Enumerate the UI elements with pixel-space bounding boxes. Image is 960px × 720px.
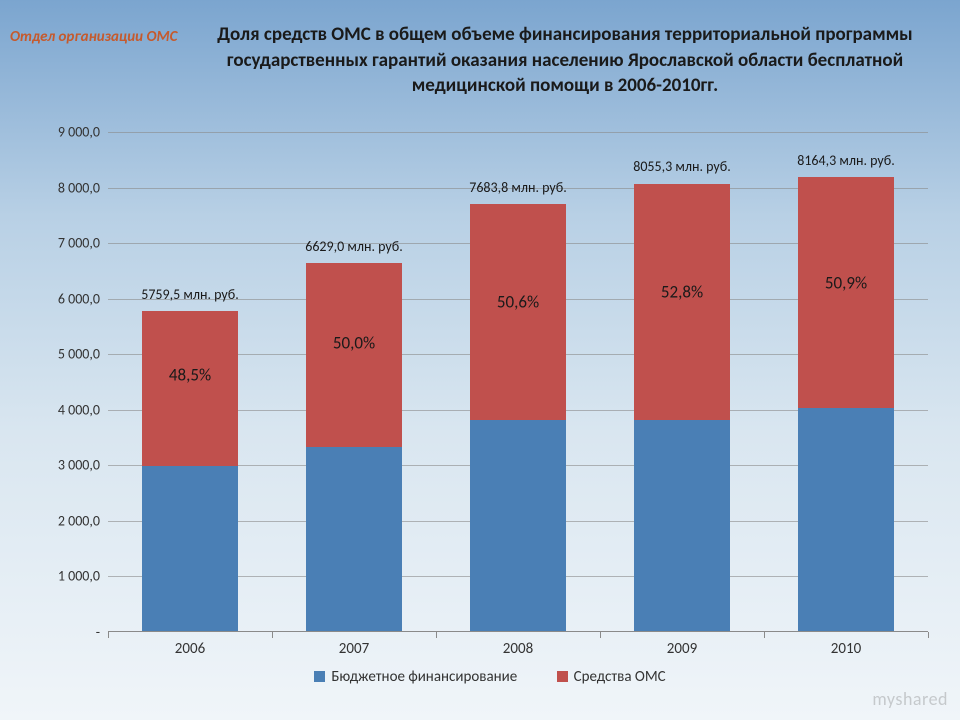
legend-swatch-budget (314, 671, 325, 682)
bar-percent-label: 52,8% (634, 282, 731, 303)
plot-area: 48,5%5759,5 млн. руб.50,0%6629,0 млн. ру… (108, 132, 928, 632)
y-axis-label: 6 000,0 (40, 290, 100, 307)
bar-group: 50,9%8164,3 млн. руб. (798, 177, 895, 631)
chart-title: Доля средств ОМС в общем объеме финансир… (185, 22, 945, 99)
legend-label-budget: Бюджетное финансирование (331, 668, 517, 686)
bar-percent-label: 50,0% (306, 333, 403, 354)
x-tick (436, 632, 437, 638)
x-axis-label: 2007 (306, 640, 402, 658)
chart-container: 48,5%5759,5 млн. руб.50,0%6629,0 млн. ру… (40, 132, 940, 692)
legend-label-oms: Средства ОМС (574, 668, 666, 686)
x-tick (928, 632, 929, 638)
bar-segment-budget (142, 466, 239, 631)
bar-segment-oms (306, 263, 403, 447)
y-axis-label: 3 000,0 (40, 457, 100, 474)
y-axis-label: 2 000,0 (40, 512, 100, 529)
y-axis-label: 8 000,0 (40, 179, 100, 196)
bar-segment-oms (142, 311, 239, 466)
y-axis-label: 5 000,0 (40, 346, 100, 363)
bar-percent-label: 50,6% (470, 291, 567, 312)
x-axis-label: 2006 (142, 640, 238, 658)
bar-group: 48,5%5759,5 млн. руб. (142, 311, 239, 631)
legend-swatch-oms (557, 671, 568, 682)
watermark: myshared (872, 688, 948, 710)
bar-total-label: 6629,0 млн. руб. (274, 238, 434, 255)
x-tick (600, 632, 601, 638)
y-axis-label: 1 000,0 (40, 568, 100, 585)
x-tick (108, 632, 109, 638)
y-axis-label: - (40, 624, 100, 641)
legend-item-budget: Бюджетное финансирование (314, 668, 517, 686)
x-axis-label: 2008 (470, 640, 566, 658)
bar-percent-label: 50,9% (798, 273, 895, 294)
department-label: Отдел организации ОМС (10, 28, 180, 46)
bar-segment-budget (798, 408, 895, 631)
bar-segment-budget (634, 420, 731, 631)
y-axis-label: 7 000,0 (40, 235, 100, 252)
bar-group: 52,8%8055,3 млн. руб. (634, 183, 731, 631)
grid-line (108, 132, 928, 133)
x-axis-label: 2009 (634, 640, 730, 658)
legend-item-oms: Средства ОМС (557, 668, 666, 686)
bar-total-label: 8055,3 млн. руб. (602, 158, 762, 175)
x-axis-label: 2010 (798, 640, 894, 658)
y-axis-label: 4 000,0 (40, 401, 100, 418)
bar-group: 50,6%7683,8 млн. руб. (470, 204, 567, 631)
bar-total-label: 7683,8 млн. руб. (438, 179, 598, 196)
x-tick (272, 632, 273, 638)
y-axis-label: 9 000,0 (40, 124, 100, 141)
bar-total-label: 8164,3 млн. руб. (766, 152, 926, 169)
legend: Бюджетное финансирование Средства ОМС (40, 668, 940, 686)
bar-segment-budget (306, 447, 403, 631)
bar-segment-budget (470, 420, 567, 631)
x-tick (764, 632, 765, 638)
bar-percent-label: 48,5% (142, 365, 239, 386)
bar-group: 50,0%6629,0 млн. руб. (306, 263, 403, 631)
bar-total-label: 5759,5 млн. руб. (110, 286, 270, 303)
